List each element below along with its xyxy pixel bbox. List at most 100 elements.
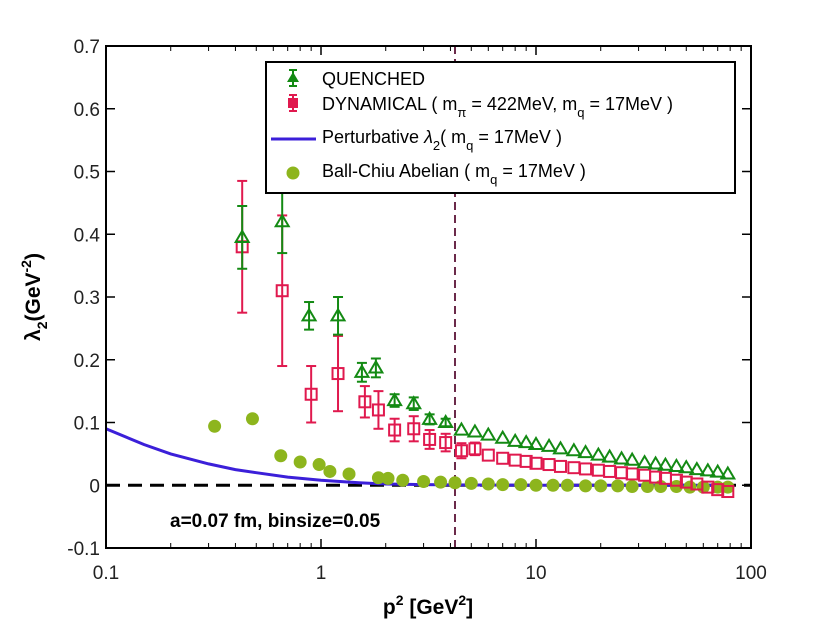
y-tick-label: 0.6 [74,100,100,121]
quenched-point [623,451,641,466]
ballchiu-point [721,480,735,494]
quenched-point [421,410,438,425]
ballchiu-point [611,479,625,493]
dynamical-point [371,403,385,417]
dynamical-point [519,454,533,468]
legend-label-perturbative: Perturbative λ2( mq = 17MeV ) [322,127,562,153]
quenched-point [647,455,664,470]
dynamical-point [496,451,510,465]
quenched-point [613,450,630,465]
dynamical-point [439,436,453,450]
dynamical-point [407,422,421,436]
x-tick-label: 10 [525,563,546,584]
y-tick-label: 0.1 [74,414,100,435]
dynamical-point [304,387,318,401]
ballchiu-point [625,480,639,494]
dynamical-point [701,480,715,494]
dynamical-point [358,395,372,409]
ballchiu-point [514,478,528,492]
quenched-point [233,228,251,243]
y-tick-label: -0.1 [67,539,100,560]
quenched-point [329,307,347,322]
quenched-point [709,463,726,478]
quenched-point [367,359,385,374]
dynamical-point [275,284,289,298]
ballchiu-point [496,478,510,492]
quenched-point [386,392,403,407]
ballchiu-point [464,476,478,490]
ballchiu-point [293,455,307,469]
ballchiu-point [481,477,495,491]
ballchiu-point [396,473,410,487]
y-tick-label: 0.3 [74,288,100,309]
quenched-point [590,446,607,461]
y-tick-label: 0.7 [74,37,100,58]
quenched-point [540,437,558,452]
quenched-point [688,461,706,476]
quenched-point [577,444,594,459]
ballchiu-point [448,476,462,490]
quenched-point [678,459,695,474]
quenched-point [300,307,318,322]
dynamical-point [388,423,402,437]
legend-ballchiu-marker [286,166,300,180]
dynamical-point [423,432,437,446]
quenched-point [565,442,583,457]
x-tick-label: 0.1 [93,563,119,584]
quenched-point [405,395,422,410]
dynamical-point [579,462,593,476]
ballchiu-point [323,464,337,478]
ballchiu-point [594,479,608,493]
series-layer [105,179,737,499]
annotation-text: a=0.07 fm, binsize=0.05 [170,511,381,532]
x-tick-label: 1 [316,563,327,584]
dynamical-point [625,467,639,481]
legend-label-dynamical: DYNAMICAL ( mπ = 422MeV, mq = 17MeV ) [322,94,673,120]
legend-label-quenched: QUENCHED [322,69,425,89]
ballchiu-point [417,474,431,488]
quenched-point [636,454,653,469]
dynamical-point [649,470,663,484]
ballchiu-point [434,475,448,489]
quenched-point [453,421,470,436]
quenched-point [353,363,371,378]
dynamical-point [468,442,482,456]
ballchiu-point [342,467,356,481]
dynamical-point [454,444,468,458]
quenched-point [494,429,511,444]
quenched-point [466,423,484,438]
plot-frame [105,45,752,549]
ballchiu-point [529,478,543,492]
ballchiu-point [312,458,326,472]
legend-symbols [271,69,316,180]
y-tick-label: 0 [89,476,100,497]
ballchiu-point [245,412,259,426]
x-tick-label: 100 [735,563,767,584]
quenched-point [517,434,535,449]
legend-box [265,61,736,194]
dynamical-point [553,459,567,473]
quenched-point [437,414,454,429]
tick-layer: -0.1 0 0.1 0.2 0.3 0.4 0.5 0.6 0.7 0.1 1 10 100 [67,37,767,584]
quenched-point [699,462,717,477]
y-tick-label: 0.4 [74,225,101,246]
x-axis-label: p2 [GeV2] [383,592,473,619]
quenched-point [527,435,545,451]
dynamical-point [481,448,495,462]
quenched-point [719,465,737,480]
quenched-point [657,456,674,471]
legend: QUENCHED DYNAMICAL ( mπ = 422MeV, mq = 1… [265,61,736,194]
quenched-point [552,440,569,455]
quenched-point [273,213,291,228]
legend-label-ballchiu: Ball-Chiu Abelian ( mq = 17MeV ) [322,161,586,187]
ballchiu-point [371,471,385,485]
legend-dynamical-marker [288,98,298,108]
ballchiu-point [208,419,222,433]
ballchiu-point [579,479,593,493]
dynamical-point [331,367,345,381]
ballchiu-point [274,449,288,463]
y-tick-label: 0.5 [74,163,100,184]
dynamical-point [529,456,543,470]
dynamical-point [669,473,683,487]
